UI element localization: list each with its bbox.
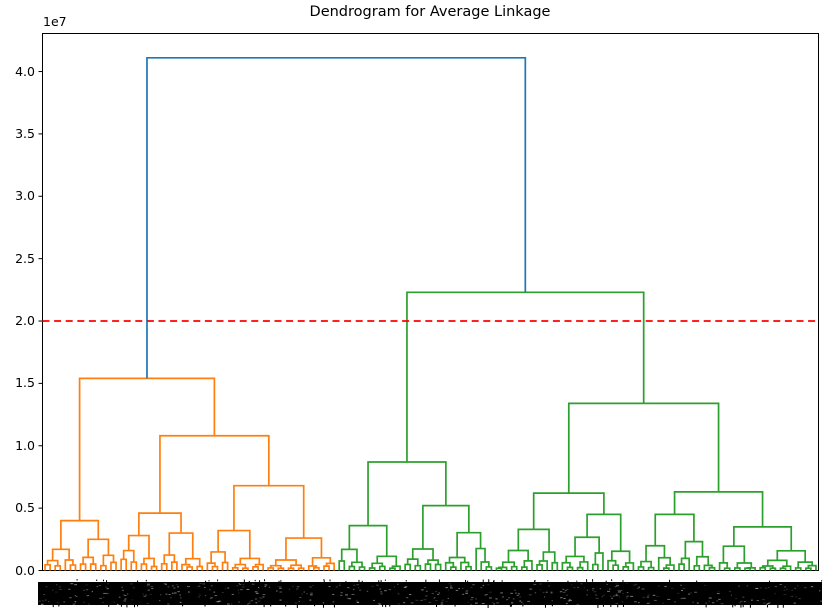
y-tick-label: 2.0 xyxy=(15,313,35,329)
y-tick-label: 1.5 xyxy=(15,375,35,391)
y-tick-label: 3.5 xyxy=(15,125,35,141)
x-axis-label-band xyxy=(38,579,824,608)
y-axis-ticks xyxy=(38,71,43,571)
y-axis-offset-label: 1e7 xyxy=(43,14,67,29)
y-tick-label: 3.0 xyxy=(15,188,35,204)
y-tick-label: 1.0 xyxy=(15,437,35,453)
dendrogram-links xyxy=(44,56,817,571)
axes-frame xyxy=(42,33,819,571)
y-tick-label: 2.5 xyxy=(15,250,35,266)
chart-title: Dendrogram for Average Linkage xyxy=(309,4,551,20)
y-tick-label: 0.5 xyxy=(15,500,35,516)
y-tick-label: 4.0 xyxy=(15,63,35,79)
y-tick-label: 0.0 xyxy=(15,562,35,578)
